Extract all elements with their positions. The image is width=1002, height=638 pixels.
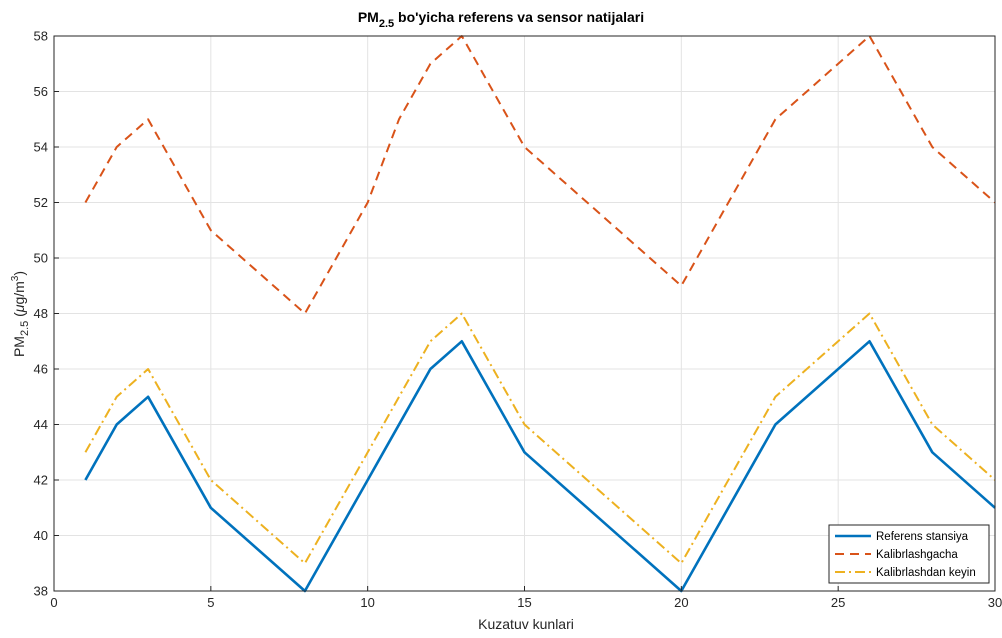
series-line-1 [84,340,996,593]
series-layer [84,35,996,593]
legend: Referens stansiya Kalibrlashgacha Kalibrla… [828,524,990,584]
legend-label-1: Referens stansiya [876,531,969,543]
y-axis-label-main: PM [11,336,27,357]
x-tick-label: 15 [517,595,531,610]
x-tick-label: 0 [50,595,57,610]
y-axis-label-subscript: 2.5 [19,321,31,336]
y-axis-label-mu: μ [11,304,27,313]
x-tick-label: 25 [831,595,845,610]
x-tick-label: 5 [207,595,214,610]
y-tick-label: 58 [34,29,48,44]
series-line-3 [84,312,996,565]
y-tick-label: 50 [34,251,48,266]
y-tick-label: 40 [34,528,48,543]
series-line-2 [84,35,996,315]
chart-title-subscript: 2.5 [379,18,394,30]
y-axis-label: PM2.5 (μg/m3) [10,271,31,357]
y-tick-label: 42 [34,473,48,488]
y-axis-label-close: ) [11,271,27,276]
chart-title-main: PM [358,9,379,25]
x-tick-label: 10 [360,595,374,610]
legend-label-3: Kalibrlashdan keyin [876,567,976,579]
y-tick-label: 56 [34,84,48,99]
y-axis-label-open: ( [11,312,27,321]
y-tick-label: 38 [34,584,48,599]
y-tick-label: 44 [34,417,48,432]
y-axis-label-superscript: 3 [10,275,21,281]
y-axis-label-unit: g/m [11,281,27,304]
y-tick-label: 52 [34,195,48,210]
x-axis-label: Kuzatuv kunlari [478,616,574,632]
axis-ticks: 0 5 10 15 20 25 30 38 40 42 44 46 48 50 52 54 56 58 [34,29,1002,611]
y-tick-label: 54 [34,140,48,155]
x-tick-label: 20 [674,595,688,610]
x-tick-label: 30 [988,595,1002,610]
chart-title: PM2.5 bo'yicha referens va sensor natija… [358,9,644,30]
y-tick-label: 48 [34,306,48,321]
chart-title-rest: bo'yicha referens va sensor natijalari [394,9,644,25]
legend-label-2: Kalibrlashgacha [876,549,958,561]
y-tick-label: 46 [34,362,48,377]
